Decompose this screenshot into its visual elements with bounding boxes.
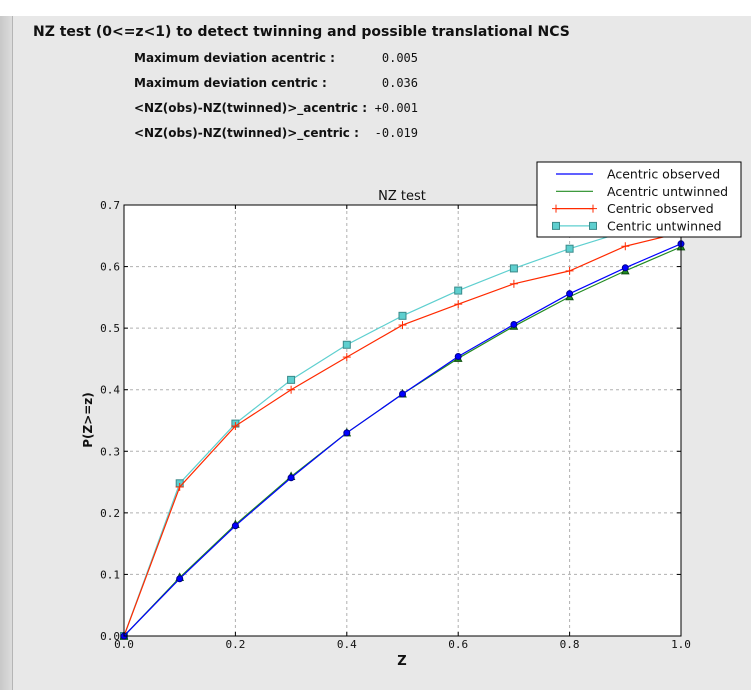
- data-point: [621, 242, 630, 251]
- data-point: [454, 300, 463, 309]
- y-axis-label: P(Z>=z): [81, 392, 95, 448]
- data-point: [287, 375, 296, 384]
- y-tick-label: 0.1: [100, 568, 120, 581]
- data-point: [566, 290, 574, 298]
- stat-value: 0.005: [381, 51, 418, 65]
- data-point: [342, 353, 351, 362]
- plot-area: [124, 205, 681, 636]
- x-tick-label: 0.6: [448, 638, 468, 651]
- legend-entry: Centric observed: [552, 201, 714, 216]
- plot-frame: [123, 204, 682, 637]
- stat-label: Maximum deviation centric :: [134, 76, 327, 90]
- data-point: [231, 522, 239, 530]
- data-point: [175, 482, 184, 491]
- data-point: [565, 244, 574, 253]
- y-tick-label: 0.6: [100, 261, 120, 274]
- data-point: [552, 221, 560, 230]
- data-point: [589, 204, 597, 213]
- data-point: [621, 264, 629, 272]
- legend: Acentric observed Acentric untwinned Centr…: [536, 161, 742, 238]
- data-point: [287, 385, 296, 394]
- data-point: [342, 340, 351, 349]
- chart-title: NZ test: [378, 189, 426, 204]
- data-point: [454, 352, 462, 360]
- y-tick-label: 0.2: [100, 507, 120, 520]
- data-point: [552, 204, 560, 213]
- legend-label: Acentric observed: [607, 167, 720, 182]
- stat-value: +0.001: [374, 101, 418, 115]
- y-tick-label: 0.5: [100, 322, 120, 335]
- stat-label: <NZ(obs)-NZ(twinned)>_acentric :: [134, 101, 367, 115]
- data-point: [454, 286, 463, 295]
- data-point: [399, 390, 406, 398]
- y-tick-label: 0.3: [100, 445, 120, 458]
- x-tick-label: 0.8: [560, 638, 580, 651]
- data-point: [509, 264, 518, 273]
- top-strip: [0, 0, 751, 16]
- stat-label: <NZ(obs)-NZ(twinned)>_centric :: [134, 126, 359, 140]
- y-tick-label: 0.0: [100, 630, 120, 643]
- legend-entry: Acentric untwinned: [556, 184, 728, 199]
- stat-label: Maximum deviation acentric :: [134, 51, 335, 65]
- stat-value: 0.036: [381, 76, 418, 90]
- data-point: [231, 422, 240, 431]
- x-tick-label: 0.0: [114, 638, 134, 651]
- legend-label: Acentric untwinned: [607, 184, 728, 199]
- x-axis-label: Z: [397, 654, 406, 669]
- legend-entry: Acentric observed: [556, 167, 720, 182]
- data-point: [176, 575, 184, 583]
- section-heading: NZ test (0<=z<1) to detect twinning and …: [33, 24, 570, 40]
- data-point: [398, 321, 407, 330]
- data-point: [509, 279, 518, 288]
- data-point: [343, 429, 351, 437]
- window-left-edge: [0, 16, 13, 690]
- legend-entry: Centric untwinned: [552, 218, 722, 233]
- x-tick-label: 1.0: [671, 638, 691, 651]
- data-point: [510, 320, 518, 328]
- x-tick-label: 0.2: [225, 638, 245, 651]
- y-tick-label: 0.4: [100, 384, 120, 397]
- data-point: [287, 474, 295, 482]
- legend-label: Centric untwinned: [607, 218, 722, 233]
- legend-label: Centric observed: [607, 201, 714, 216]
- x-tick-label: 0.4: [337, 638, 357, 651]
- data-point: [565, 266, 574, 275]
- stat-value: -0.019: [374, 126, 418, 140]
- y-tick-label: 0.7: [100, 199, 120, 212]
- data-point: [398, 311, 407, 320]
- data-point: [589, 221, 597, 230]
